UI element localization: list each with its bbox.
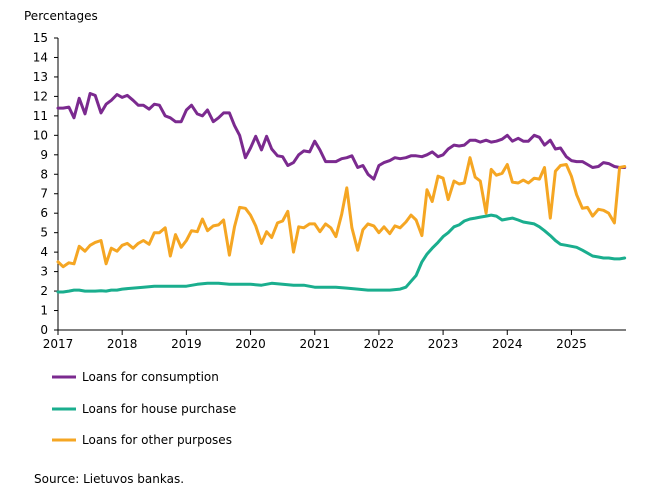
x-tick-label: 2020 [235,337,266,351]
y-tick-label: 6 [40,206,48,220]
x-tick-label: 2025 [556,337,587,351]
y-tick-label: 15 [33,31,48,45]
y-tick-label: 10 [33,128,48,142]
x-tick-label: 2023 [428,337,459,351]
x-tick-label: 2017 [43,337,74,351]
series-line-loans-for-other-purposes [56,156,627,269]
legend-label-loans-for-house-purchase: Loans for house purchase [82,402,236,416]
y-tick-label: 11 [33,109,48,123]
y-tick-label: 2 [40,284,48,298]
x-tick-label: 2018 [107,337,138,351]
x-axis: 2017 2018 2019 2020 2021 2022 2023 2024 2025 [43,330,587,351]
x-tick-label: 2021 [299,337,330,351]
y-tick-label: 8 [40,167,48,181]
y-tick-label: 13 [33,70,48,84]
y-tick-label: 9 [40,148,48,162]
legend-label-loans-for-other-purposes: Loans for other purposes [82,433,232,447]
x-tick-label: 2019 [171,337,202,351]
legend-label-loans-for-consumption: Loans for consumption [82,370,219,384]
series-lines [56,92,627,294]
y-tick-label: 14 [33,50,48,64]
legend: Loans for consumption Loans for house pur… [52,370,236,447]
y-tick-label: 7 [40,187,48,201]
series-line-loans-for-house-purchase [56,213,627,294]
y-tick-label: 1 [40,304,48,318]
y-tick-label: 3 [40,265,48,279]
x-tick-label: 2024 [492,337,523,351]
y-tick-label: 4 [40,245,48,259]
y-tick-label: 5 [40,226,48,240]
x-tick-label: 2022 [364,337,395,351]
y-tick-label: 12 [33,89,48,103]
y-tick-label: 0 [40,323,48,337]
series-line-loans-for-consumption [56,92,627,181]
source-note: Source: Lietuvos bankas. [34,472,184,486]
y-axis-title: Percentages [24,9,98,23]
